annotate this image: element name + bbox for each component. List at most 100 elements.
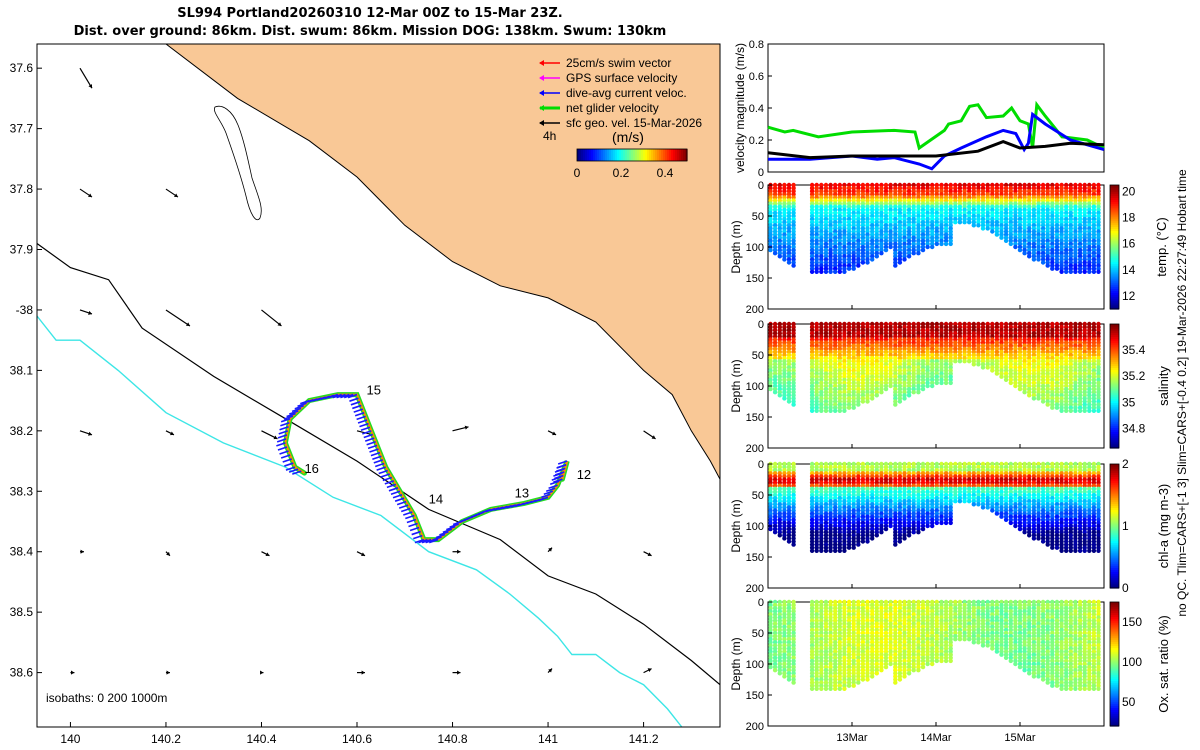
- profile-sample: [851, 223, 856, 228]
- current-vector: [282, 458, 292, 463]
- profile-sample: [842, 247, 847, 253]
- profile-y-tick-label: 150: [746, 412, 764, 424]
- profile-sample: [879, 185, 884, 191]
- profile-sample: [819, 220, 824, 225]
- current-vector: [352, 404, 362, 410]
- velocity-vector-head: [457, 670, 461, 675]
- velocity-vector-head: [88, 84, 92, 89]
- colorbar-swatch: [585, 149, 588, 161]
- profile-sample: [814, 254, 819, 259]
- profile-sample: [786, 185, 792, 191]
- profile-sample: [962, 499, 967, 504]
- profile-sample: [768, 210, 773, 216]
- profile-sample: [837, 192, 842, 197]
- colorbar-swatch: [577, 149, 580, 161]
- profile-sample: [934, 520, 939, 526]
- profile-sample: [791, 244, 796, 250]
- profile-sample: [823, 235, 829, 240]
- profile-sample: [865, 244, 870, 250]
- profile-sample: [772, 189, 778, 194]
- profile-sample: [777, 192, 782, 197]
- profile-sample: [888, 244, 893, 250]
- current-vector: [398, 504, 409, 509]
- profile-sample: [782, 198, 787, 203]
- profile-sample: [846, 207, 852, 212]
- current-vector: [297, 402, 307, 407]
- profile-sample: [883, 226, 889, 231]
- profile-sample: [985, 365, 990, 370]
- colorbar-swatch: [593, 149, 596, 161]
- profile-sample: [842, 257, 847, 262]
- profile-sample: [953, 220, 958, 225]
- profile-sample: [1022, 530, 1027, 535]
- profile-sample: [911, 390, 916, 395]
- colorbar-swatch: [581, 149, 584, 161]
- profile-sample: [819, 260, 824, 265]
- profile-sample: [856, 263, 861, 268]
- profile-sample: [856, 254, 861, 259]
- isobath-note: isobaths: 0 200 1000m: [46, 691, 167, 705]
- profile-sample: [828, 213, 833, 219]
- profile-sample: [828, 247, 833, 253]
- profile-sample: [786, 207, 792, 212]
- profile-sample: [819, 269, 824, 274]
- profile-sample: [842, 235, 847, 240]
- profile-sample: [962, 359, 967, 364]
- profile-sample: [1077, 408, 1083, 413]
- colorbar-swatch: [595, 149, 598, 161]
- current-vector: [356, 415, 366, 421]
- profile-sample: [883, 235, 889, 240]
- profile-sample: [865, 182, 870, 188]
- profile-sample: [786, 539, 792, 544]
- profile-sample: [828, 204, 833, 209]
- profile-sample: [1013, 244, 1018, 250]
- profile-sample: [851, 235, 856, 240]
- profile-sample: [828, 263, 833, 268]
- profile-sample: [791, 198, 796, 203]
- profile-sample: [768, 526, 773, 532]
- profile-sample: [819, 254, 824, 259]
- profile-sample: [943, 520, 949, 526]
- colorbar-swatch: [651, 149, 654, 161]
- profile-sample: [906, 533, 912, 538]
- profile-sample: [791, 189, 796, 194]
- profile-sample: [879, 390, 884, 395]
- profile-sample: [814, 260, 819, 265]
- current-vector: [332, 393, 342, 399]
- current-vector: [366, 440, 376, 446]
- profile-sample: [1068, 269, 1074, 274]
- profile-sample: [851, 260, 856, 265]
- profile-sample: [865, 201, 870, 206]
- current-vector: [349, 397, 359, 402]
- profile-sample: [916, 390, 921, 395]
- profile-sample: [860, 254, 866, 259]
- profile-sample: [837, 232, 842, 237]
- profile-sample: [870, 235, 875, 240]
- profile-sample: [1087, 269, 1092, 274]
- profile-sample: [874, 226, 879, 231]
- profile-sample: [1036, 396, 1041, 401]
- colorbar-swatch: [643, 149, 646, 161]
- profile-sample: [791, 192, 796, 197]
- profile-sample: [842, 210, 847, 216]
- profile-sample: [819, 223, 824, 228]
- colorbar-tick-label: 0.2: [613, 166, 630, 180]
- profile-sample: [786, 232, 792, 237]
- profile-sample: [874, 223, 879, 228]
- profile-sample: [819, 207, 824, 212]
- profile-sample: [833, 185, 838, 191]
- profile-sample: [814, 235, 819, 240]
- profile-sample: [833, 238, 838, 243]
- colorbar-swatch: [627, 149, 630, 161]
- profile-sample: [819, 548, 824, 553]
- profile-sample: [772, 238, 778, 243]
- profile-sample: [772, 216, 778, 222]
- profile-sample: [772, 223, 778, 228]
- profile-sample: [842, 241, 847, 247]
- profile-sample: [1003, 377, 1009, 382]
- profile-sample: [809, 210, 815, 216]
- current-vector: [353, 408, 363, 413]
- geo-velocity-vectors: [70, 67, 656, 675]
- map-x-tick-label: 141.2: [629, 732, 659, 746]
- profile-sample: [851, 405, 856, 410]
